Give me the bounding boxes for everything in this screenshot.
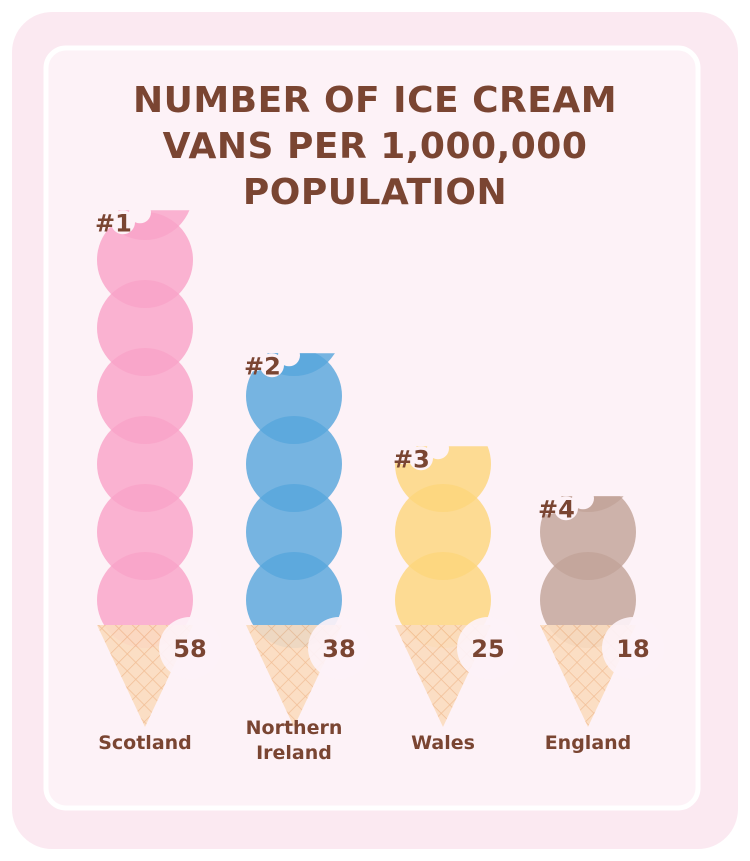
scoop [97,280,193,376]
scoop [97,552,193,648]
scoop [97,348,193,444]
scoop-stack [395,446,491,648]
value-badge [308,617,370,679]
category-label: England [544,732,632,754]
bite [278,344,300,367]
value-badge [159,617,221,679]
value-label: 25 [471,635,504,663]
category-label: Northern Ireland [245,717,343,764]
rank-label: #4 [538,495,575,523]
bite [554,496,578,521]
value-label: 58 [173,635,206,663]
scoop [246,416,342,512]
rank-label: #2 [244,352,281,380]
bite [260,353,284,378]
value-badge [457,617,519,679]
bite [111,210,135,235]
value-label: 38 [322,635,355,663]
bite [409,446,433,471]
rank-label: #1 [95,209,132,237]
bite [129,201,151,224]
scoop [540,552,636,648]
scoop [97,416,193,512]
scoop [395,552,491,648]
scoop [97,484,193,580]
rank-label: #3 [393,445,430,473]
category-label: Wales [411,732,475,754]
scoop [395,484,491,580]
value-label: 18 [616,635,649,663]
scoop [246,552,342,648]
scoop [97,212,193,308]
scoop [246,484,342,580]
card-inner [43,45,701,811]
scoop-stack [97,210,193,648]
value-badge [602,617,664,679]
chart-title: NUMBER OF ICE CREAM VANS PER 1,000,000 P… [132,80,618,213]
category-label: Scotland [98,732,192,754]
bite [427,437,449,460]
bite [572,487,594,510]
